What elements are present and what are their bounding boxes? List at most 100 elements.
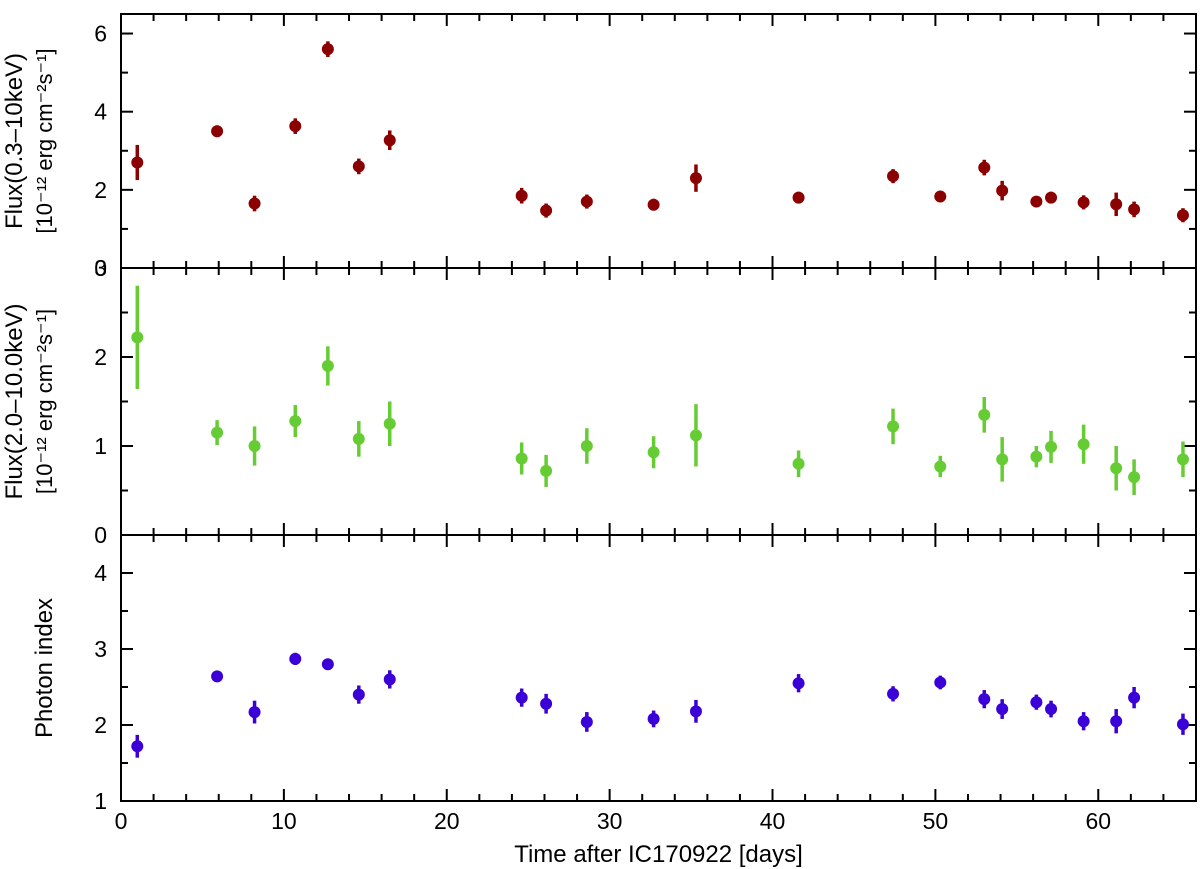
bottom-data-point: [934, 676, 947, 689]
bottom-y-axis-label: Photon index: [31, 598, 58, 738]
bottom-data-point: [131, 740, 144, 753]
top-y-axis-label: Flux(0.3–10keV): [1, 53, 28, 229]
bottom-panel: 1 2 3 4 Photon index 0 10 20 30 40 50 60: [31, 534, 1197, 834]
middle-data-point: [996, 453, 1009, 466]
middle-data-point: [1110, 462, 1123, 475]
middle-ytick-label: 1: [94, 433, 107, 459]
bottom-data-point: [248, 706, 261, 719]
middle-data-point: [647, 446, 660, 459]
xtick-label: 60: [1085, 808, 1111, 834]
middle-ytick-label: 0: [94, 522, 107, 548]
middle-data-point: [248, 440, 261, 452]
middle-data-point: [978, 408, 991, 421]
top-data-point: [792, 191, 805, 204]
top-data-point: [934, 190, 947, 203]
bottom-ytick-label: 4: [94, 560, 107, 586]
middle-data-point: [887, 420, 900, 433]
middle-ytick-label: 2: [94, 344, 107, 370]
top-data-point: [1128, 203, 1141, 216]
top-ytick-label: 6: [94, 21, 107, 47]
top-data-point: [321, 43, 334, 56]
top-data-point: [131, 156, 144, 169]
x-axis-label: Time after IC170922 [days]: [514, 841, 803, 868]
bottom-data-point: [321, 658, 334, 671]
top-data-point: [540, 204, 553, 217]
bottom-data-point: [383, 673, 396, 686]
middle-data-point: [515, 452, 528, 465]
top-y-axis-units: [10⁻¹² erg cm⁻²s⁻¹]: [32, 48, 57, 233]
bottom-ytick-label: 2: [94, 712, 107, 738]
top-data-point: [978, 161, 991, 174]
top-panel: 0 2 4 6 Flux(0.3–10keV) [10⁻¹² erg cm⁻²s⁻¹]: [1, 13, 1197, 281]
bottom-data-point: [792, 677, 805, 690]
middle-data-point: [580, 440, 593, 452]
top-data-point: [996, 184, 1009, 197]
middle-y-axis-label: Flux(2.0–10.0keV): [1, 303, 28, 499]
xtick-label: 40: [760, 808, 786, 834]
middle-data-point: [1176, 453, 1189, 466]
top-data-point: [289, 120, 302, 133]
middle-data-point: [1077, 438, 1090, 451]
top-ytick-label: 0: [94, 255, 107, 281]
top-data-point: [515, 189, 528, 202]
xtick-label: 50: [923, 808, 949, 834]
top-data-point: [1176, 209, 1189, 222]
bottom-data-point: [1077, 715, 1090, 728]
top-panel-frame: [120, 13, 1197, 269]
top-data-point: [647, 198, 660, 211]
middle-data-point: [383, 417, 396, 430]
bottom-data-point: [1110, 715, 1123, 728]
bottom-data-point: [1030, 696, 1043, 709]
top-ytick-label: 4: [94, 99, 107, 125]
xtick-label: 10: [271, 808, 297, 834]
top-data-point: [352, 160, 365, 173]
bottom-data-point: [289, 652, 302, 665]
bottom-data-point: [211, 670, 224, 683]
top-data-point: [211, 125, 224, 138]
middle-data-point: [131, 331, 144, 344]
middle-ytick-label: 3: [94, 255, 107, 281]
bottom-data-point: [352, 688, 365, 701]
top-data-point: [1030, 195, 1043, 208]
middle-data-point: [934, 460, 947, 473]
bottom-data-point: [540, 697, 553, 710]
middle-panel: 0 1 2 3 Flux(2.0–10.0keV) [10⁻¹² erg cm⁻²s⁻¹]: [1, 255, 1197, 548]
middle-data-point: [689, 429, 702, 442]
middle-data-point: [352, 432, 365, 445]
bottom-data-point: [647, 712, 660, 725]
top-ytick-label: 2: [94, 177, 107, 203]
bottom-data-point: [978, 693, 991, 706]
top-data-point: [1045, 191, 1058, 204]
bottom-ytick-label: 1: [94, 788, 107, 814]
top-data-point: [580, 195, 593, 208]
middle-data-point: [1030, 450, 1043, 463]
top-data-point: [248, 197, 261, 210]
top-data-point: [1110, 198, 1123, 211]
bottom-data-point: [996, 703, 1009, 716]
bottom-ytick-label: 3: [94, 636, 107, 662]
middle-y-axis-units: [10⁻¹² erg cm⁻²s⁻¹]: [32, 309, 57, 494]
middle-data-point: [289, 415, 302, 428]
xtick-label: 20: [434, 808, 460, 834]
bottom-data-point: [689, 705, 702, 718]
top-data-point: [1077, 196, 1090, 209]
middle-panel-frame: [120, 267, 1197, 536]
top-data-point: [689, 172, 702, 185]
top-data-point: [383, 134, 396, 147]
bottom-data-point: [1128, 691, 1141, 704]
middle-data-point: [321, 359, 334, 372]
bottom-data-point: [887, 687, 900, 700]
xtick-label: 30: [597, 808, 623, 834]
middle-data-point: [1128, 471, 1141, 484]
middle-data-point: [540, 464, 553, 477]
middle-data-point: [211, 426, 224, 439]
bottom-data-point: [580, 715, 593, 728]
bottom-data-point: [1176, 718, 1189, 731]
middle-data-point: [1045, 440, 1058, 453]
bottom-data-point: [515, 691, 528, 704]
xtick-label: 0: [115, 808, 128, 834]
middle-data-point: [792, 457, 805, 470]
top-data-point: [887, 170, 900, 183]
